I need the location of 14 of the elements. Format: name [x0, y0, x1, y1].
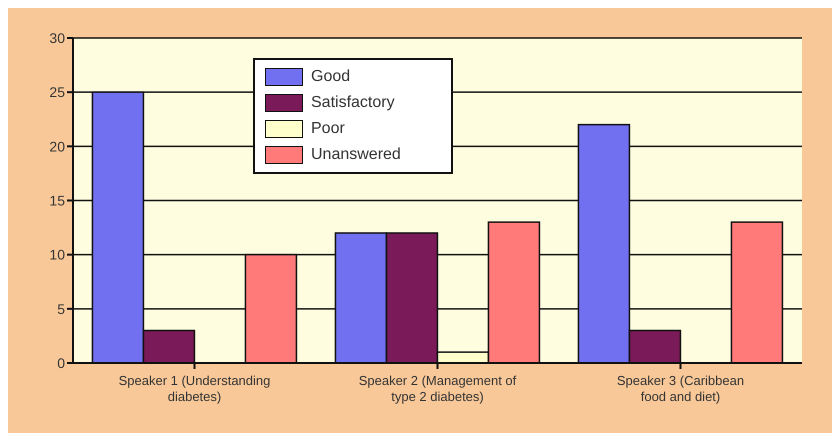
y-tick-label: 30 [49, 30, 66, 46]
legend-label: Good [311, 67, 350, 87]
legend-label: Satisfactory [311, 93, 395, 113]
y-tick-label: 5 [57, 300, 66, 317]
y-tick-label: 0 [57, 354, 66, 371]
x-tick-label: Speaker 3 (Caribbean food and diet) [616, 373, 744, 404]
legend-label: Poor [311, 119, 345, 139]
x-tick-label: Speaker 1 (Understanding diabetes) [118, 373, 270, 404]
y-tick-label: 10 [49, 246, 66, 263]
y-tick-label: 15 [49, 192, 66, 208]
x-tick-label: Speaker 2 (Management of type 2 diabetes) [358, 373, 517, 404]
y-tick-label: 25 [49, 84, 66, 100]
y-tick-label: 20 [49, 138, 66, 154]
legend-label: Unanswered [311, 145, 401, 165]
